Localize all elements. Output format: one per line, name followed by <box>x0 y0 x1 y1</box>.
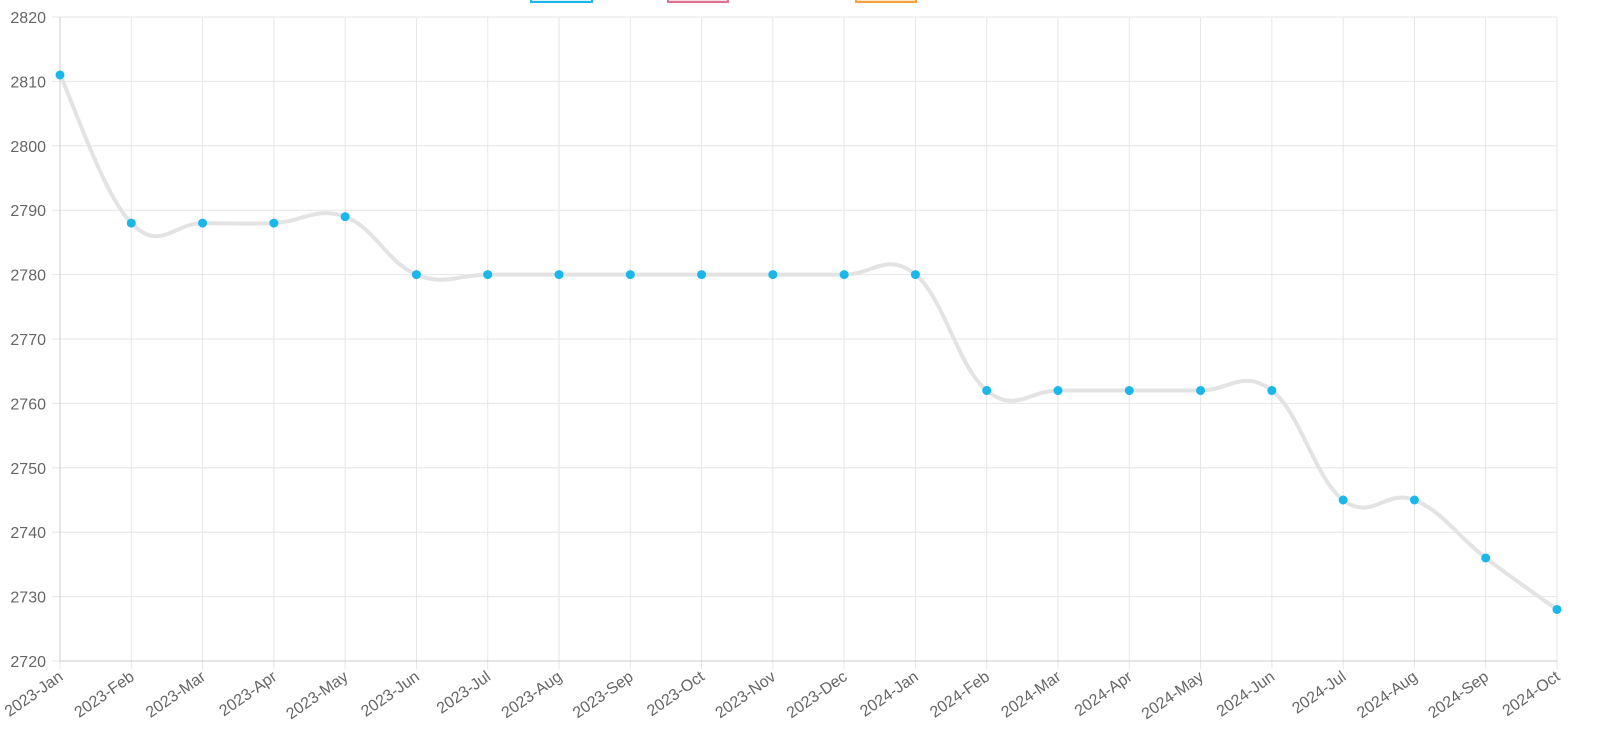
data-point <box>483 270 493 280</box>
y-tick-label: 2810 <box>10 74 46 91</box>
data-point <box>55 70 65 80</box>
x-tick-label: 2023-Mar <box>143 668 209 722</box>
data-point <box>1552 604 1562 614</box>
legend-swatch[interactable] <box>855 0 917 3</box>
x-tick-label: 2024-Mar <box>998 668 1064 722</box>
x-tick-label: 2023-Oct <box>644 668 708 720</box>
y-tick-label: 2820 <box>10 10 46 27</box>
data-point <box>126 218 136 228</box>
x-tick-label: 2023-Apr <box>216 668 280 720</box>
x-tick-label: 2024-Sep <box>1425 668 1492 722</box>
data-point <box>1053 386 1063 396</box>
data-point <box>1338 495 1348 505</box>
data-point <box>1196 386 1206 396</box>
x-tick-label: 2023-Jun <box>358 668 422 720</box>
x-tick-label: 2023-Nov <box>713 668 780 722</box>
x-tick-label: 2024-Oct <box>1500 668 1564 720</box>
data-point <box>768 270 778 280</box>
data-point <box>1124 386 1134 396</box>
x-tick-label: 2023-Aug <box>499 668 566 722</box>
data-point <box>910 270 920 280</box>
legend-swatch[interactable] <box>530 0 593 3</box>
y-tick-label: 2730 <box>10 590 46 607</box>
x-tick-label: 2023-Jan <box>2 668 66 720</box>
y-tick-label: 2770 <box>10 332 46 349</box>
data-point <box>625 270 635 280</box>
x-tick-label: 2024-Jun <box>1214 668 1278 720</box>
data-point <box>198 218 208 228</box>
x-tick-label: 2024-Apr <box>1072 668 1136 720</box>
data-point <box>982 386 992 396</box>
data-point <box>411 270 421 280</box>
data-point <box>839 270 849 280</box>
data-point <box>1409 495 1419 505</box>
y-tick-label: 2780 <box>10 268 46 285</box>
y-tick-label: 2760 <box>10 396 46 413</box>
x-tick-label: 2023-Dec <box>784 668 851 722</box>
data-point <box>340 212 350 222</box>
x-tick-label: 2023-Sep <box>570 668 637 722</box>
x-tick-label: 2024-Jul <box>1289 668 1349 717</box>
y-tick-label: 2750 <box>10 461 46 478</box>
data-point <box>269 218 279 228</box>
x-tick-label: 2023-May <box>283 668 351 723</box>
x-tick-label: 2024-Aug <box>1354 668 1421 722</box>
x-tick-label: 2023-Feb <box>72 668 138 721</box>
legend <box>530 0 917 3</box>
y-tick-label: 2800 <box>10 139 46 156</box>
legend-swatch[interactable] <box>667 0 729 3</box>
data-point <box>554 270 564 280</box>
x-tick-label: 2024-Feb <box>927 668 993 721</box>
data-point <box>1267 386 1277 396</box>
y-tick-label: 2740 <box>10 525 46 542</box>
x-tick-label: 2024-Jan <box>857 668 921 720</box>
data-point <box>697 270 707 280</box>
x-tick-label: 2023-Jul <box>434 668 494 717</box>
x-tick-label: 2024-May <box>1139 668 1207 723</box>
y-tick-label: 2720 <box>10 654 46 671</box>
y-tick-label: 2790 <box>10 203 46 220</box>
data-point <box>1481 553 1491 563</box>
series-line <box>58 74 1559 612</box>
